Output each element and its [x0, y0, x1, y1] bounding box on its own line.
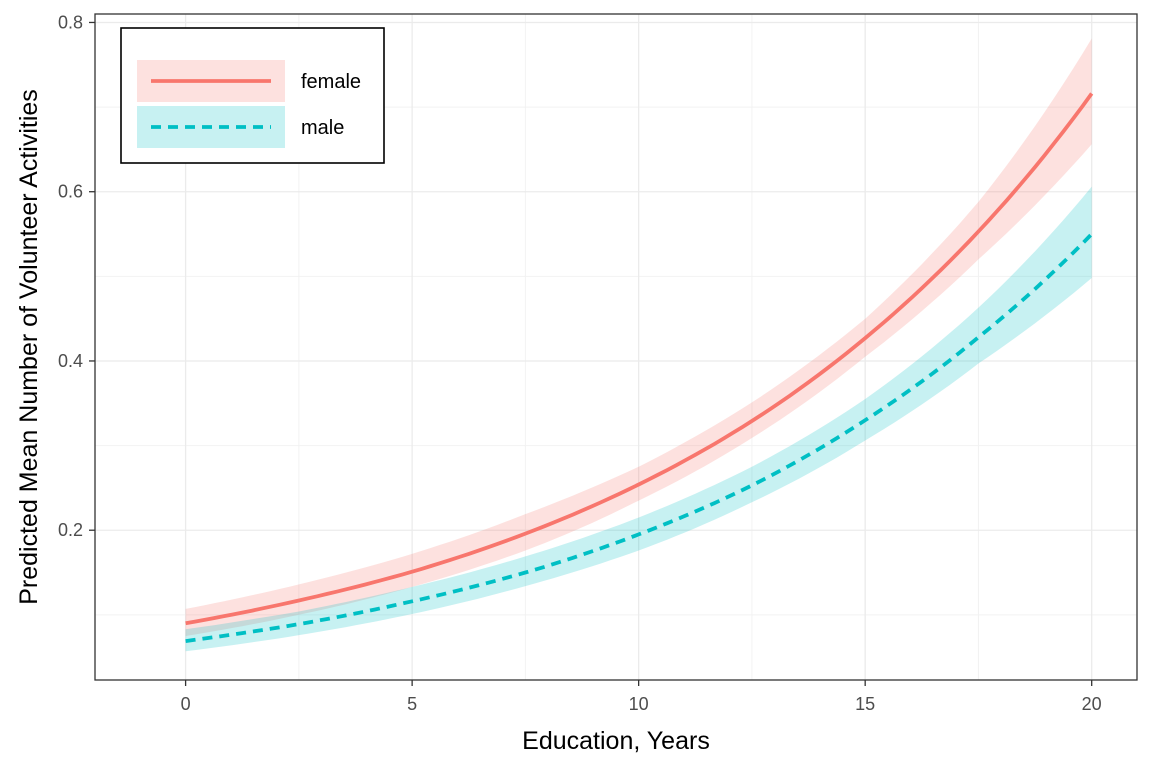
y-tick-label: 0.2	[58, 520, 83, 540]
y-tick-label: 0.6	[58, 182, 83, 202]
x-tick-label: 20	[1082, 694, 1102, 714]
x-axis-title: Education, Years	[522, 727, 710, 755]
legend-box	[120, 27, 385, 164]
x-tick-label: 5	[407, 694, 417, 714]
y-axis-ticks: 0.2 0.4 0.6 0.8	[58, 12, 95, 540]
minor-gridlines	[95, 14, 1137, 680]
series-line-female	[185, 92, 1094, 626]
legend: female male	[120, 27, 385, 164]
y-tick-label: 0.4	[58, 351, 83, 371]
major-gridlines	[95, 14, 1137, 680]
x-tick-label: 10	[629, 694, 649, 714]
x-tick-label: 15	[855, 694, 875, 714]
y-tick-label: 0.8	[58, 12, 83, 32]
x-axis-ticks: 0 5 10 15 20	[181, 680, 1102, 714]
plot-panel-border	[94, 13, 1138, 681]
y-axis-title: Predicted Mean Number of Volunteer Activ…	[15, 89, 43, 605]
series-lines	[185, 92, 1094, 643]
x-tick-label: 0	[181, 694, 191, 714]
legend-label-female: female	[301, 71, 361, 93]
legend-label-male: male	[301, 117, 344, 139]
series-line-male	[185, 232, 1094, 643]
